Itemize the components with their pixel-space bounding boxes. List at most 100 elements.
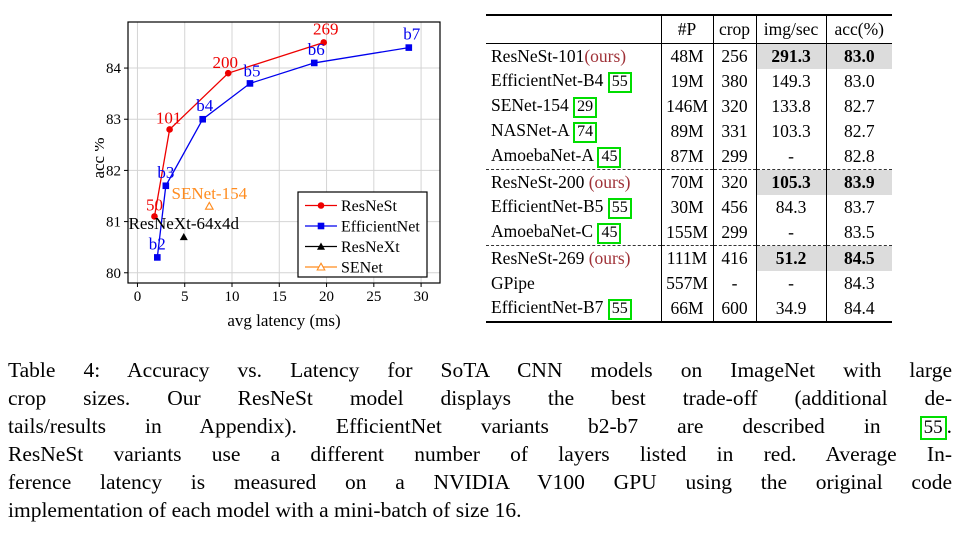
- legend-label: EfficientNet: [341, 219, 420, 236]
- table-row: EfficientNet-B5 55 30M 456 84.3 83.7: [486, 195, 892, 220]
- cell-crop: 256: [713, 43, 757, 69]
- ours-label: (ours): [588, 172, 631, 192]
- point-label: b2: [149, 234, 166, 253]
- caption-line: crop sizes. Our ResNeSt model displays t…: [8, 386, 952, 410]
- cell-crop: 299: [713, 144, 757, 170]
- y-tick-label: 82: [106, 163, 121, 179]
- table-body: ResNeSt-101(ours) 48M 256 291.3 83.0 Efficien…: [486, 43, 892, 322]
- cell-model: ResNeSt-101(ours): [486, 43, 662, 69]
- table-row: NASNet-A 74 89M 331 103.3 82.7: [486, 119, 892, 144]
- point-label: b3: [157, 163, 174, 182]
- cell-crop: -: [713, 271, 757, 296]
- point-label: b6: [308, 40, 325, 59]
- citation-box: 55: [607, 72, 632, 93]
- cell-imgsec: 149.3: [756, 69, 827, 94]
- results-table: #P crop img/sec acc(%) ResNeSt-101(ours)…: [486, 14, 892, 323]
- x-tick-label: 25: [366, 289, 381, 305]
- header-model: [486, 15, 662, 44]
- cell-model: EfficientNet-B5 55: [486, 195, 662, 220]
- cell-params: 70M: [661, 169, 714, 195]
- cell-imgsec: 133.8: [756, 94, 827, 119]
- cell-acc: 83.0: [826, 43, 892, 69]
- caption-line: ference latency is measured on a NVIDIA …: [8, 470, 952, 494]
- cell-crop: 456: [713, 195, 757, 220]
- citation-box: 55: [607, 299, 632, 320]
- y-tick-label: 80: [106, 266, 121, 282]
- cell-imgsec: 34.9: [756, 296, 827, 322]
- y-tick-label: 84: [106, 61, 122, 77]
- legend: ResNeSt EfficientNet ResNeXt SENet: [297, 191, 428, 278]
- cell-acc: 84.5: [826, 245, 892, 271]
- ours-label: (ours): [588, 248, 631, 268]
- cell-crop: 320: [713, 169, 757, 195]
- cell-params: 66M: [661, 296, 714, 322]
- cell-imgsec: 103.3: [756, 119, 827, 144]
- table-row: AmoebaNet-C 45 155M 299-83.5: [486, 220, 892, 246]
- cell-model: EfficientNet-B4 55: [486, 69, 662, 94]
- cell-params: 19M: [661, 69, 714, 94]
- citation-box: 45: [597, 147, 622, 168]
- cell-model: ResNeSt-269 (ours): [486, 245, 662, 271]
- point-label: 200: [212, 53, 238, 72]
- cell-crop: 320: [713, 94, 757, 119]
- cell-params: 146M: [661, 94, 714, 119]
- citation-box: 45: [597, 223, 622, 244]
- table-header-row: #P crop img/sec acc(%): [486, 15, 892, 44]
- series-EfficientNet: b2 b3 b4 b5 b6 b7: [149, 25, 421, 261]
- caption: Table 4: Accuracy vs. Latency for SoTA C…: [8, 356, 952, 524]
- header-params: #P: [661, 15, 714, 44]
- y-tick-label: 83: [106, 112, 121, 128]
- x-tick-label: 5: [181, 289, 189, 305]
- table-row: GPipe 557M - -84.3: [486, 271, 892, 296]
- table-row: EfficientNet-B4 55 19M 380 149.3 83.0: [486, 69, 892, 94]
- header-acc: acc(%): [826, 15, 892, 44]
- cell-acc: 82.8: [826, 144, 892, 170]
- x-tick-label: 20: [319, 289, 334, 305]
- cell-acc: 82.7: [843, 121, 875, 141]
- cell-params: 111M: [661, 245, 714, 271]
- cell-acc: 84.4: [843, 298, 875, 318]
- cell-crop: 600: [713, 296, 757, 322]
- cell-params: 89M: [661, 119, 714, 144]
- point-label: b5: [243, 61, 260, 80]
- citation-box: 29: [573, 97, 598, 118]
- cell-params: 155M: [661, 220, 714, 246]
- ours-label: (ours): [584, 46, 627, 66]
- chart-svg: 0 5 10 15 20 25 30 80 81 82 83 84 avg latency (ms) ac…: [89, 19, 441, 330]
- cell-crop: 416: [713, 245, 757, 271]
- point-label: ResNeXt-64x4d: [129, 214, 240, 233]
- citation-box: 55: [919, 416, 947, 440]
- x-tick-label: 15: [272, 289, 287, 305]
- series-SENet: SENet-154: [172, 184, 248, 210]
- cell-imgsec: -: [756, 144, 827, 170]
- cell-acc: 84.3: [843, 273, 875, 293]
- cell-acc: 83.7: [843, 197, 875, 217]
- point-label: 50: [146, 195, 163, 214]
- plot-border: [127, 21, 441, 284]
- cell-acc: 83.9: [826, 169, 892, 195]
- cell-crop: 331: [713, 119, 757, 144]
- y-axis-title: acc %: [95, 137, 108, 178]
- cell-crop: 299: [713, 220, 757, 246]
- cell-acc: 82.7: [843, 96, 875, 116]
- cell-acc: 83.0: [843, 71, 875, 91]
- cell-imgsec: -: [756, 220, 827, 246]
- caption-line: Table 4: Accuracy vs. Latency for SoTA C…: [8, 358, 952, 382]
- legend-label: SENet: [341, 260, 383, 277]
- cell-imgsec: 105.3: [756, 169, 827, 195]
- header-imgsec: img/sec: [756, 15, 827, 44]
- cell-params: 48M: [661, 43, 714, 69]
- cell-imgsec: 51.2: [756, 245, 827, 271]
- series-ResNeSt: 50 101 200 269: [146, 19, 338, 220]
- cell-crop: 380: [713, 69, 757, 94]
- cell-model: EfficientNet-B7 55: [486, 296, 662, 322]
- legend-label: ResNeXt: [341, 239, 400, 256]
- y-tick-label: 81: [106, 215, 121, 231]
- table-row: ResNeSt-269 (ours) 111M 416 51.2 84.5: [486, 245, 892, 271]
- citation-box: 74: [573, 122, 598, 143]
- cell-model: NASNet-A 74: [486, 119, 662, 144]
- cell-model: SENet-154 29: [486, 94, 662, 119]
- citation-box: 55: [607, 198, 632, 219]
- x-tick-label: 10: [225, 289, 240, 305]
